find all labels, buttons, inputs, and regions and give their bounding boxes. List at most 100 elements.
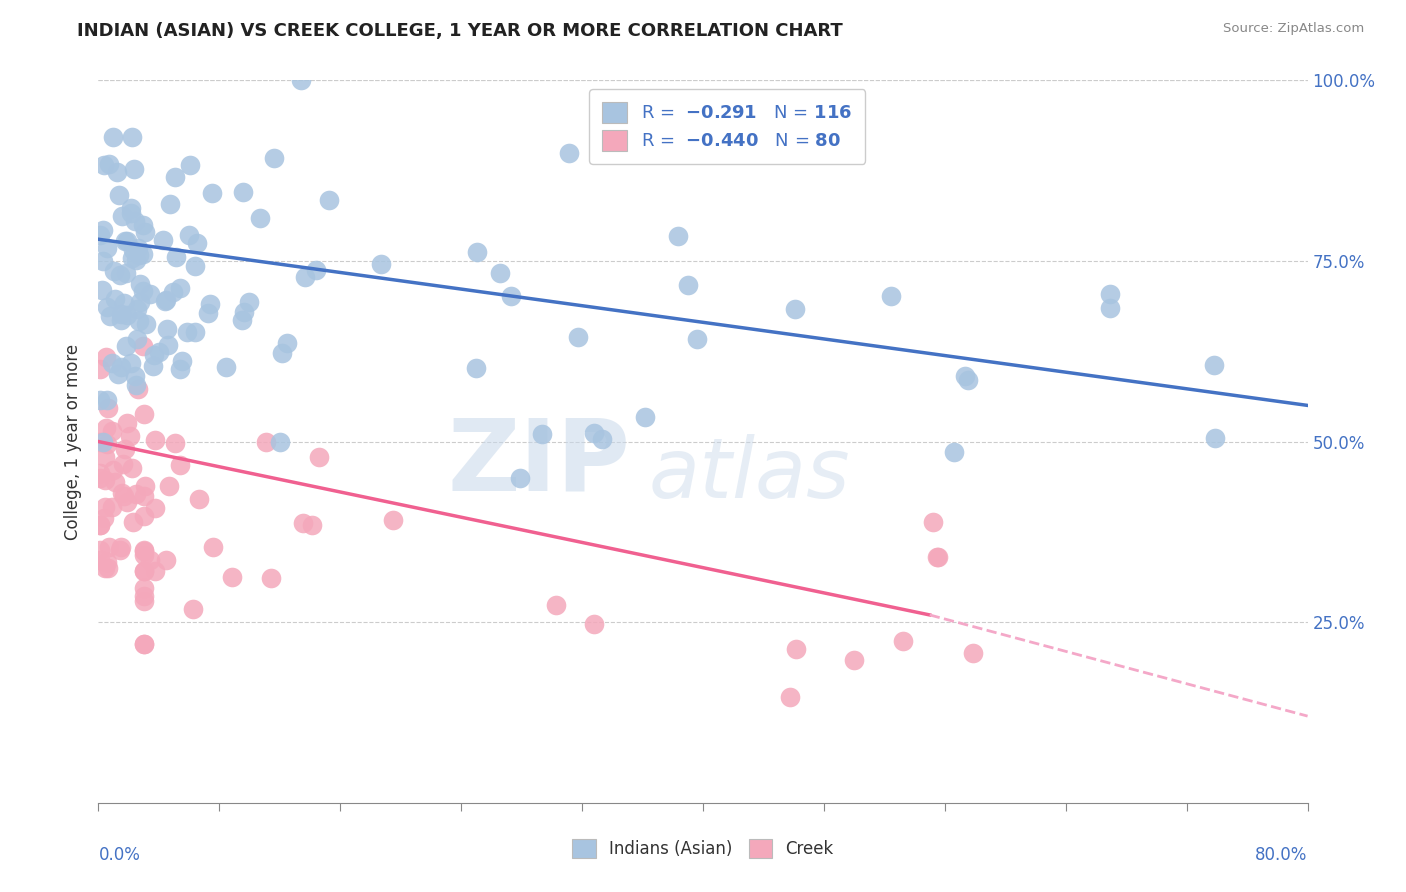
- Point: [122, 243, 145, 257]
- Point: [1098, 301, 1121, 315]
- Point: [159, 196, 181, 211]
- Point: [112, 295, 135, 310]
- Point: [89, 471, 111, 485]
- Point: [1202, 358, 1225, 372]
- Point: [89, 553, 111, 567]
- Point: [169, 362, 191, 376]
- Point: [269, 434, 291, 449]
- Point: [121, 251, 143, 265]
- Point: [128, 248, 150, 262]
- Point: [509, 470, 531, 484]
- Point: [318, 193, 340, 207]
- Point: [177, 228, 200, 243]
- Point: [91, 223, 114, 237]
- Point: [558, 145, 581, 160]
- Point: [176, 325, 198, 339]
- Point: [115, 339, 138, 353]
- Point: [488, 266, 510, 280]
- Point: [94, 500, 117, 514]
- Point: [118, 429, 141, 443]
- Point: [132, 247, 155, 261]
- Point: [198, 297, 221, 311]
- Point: [111, 457, 134, 471]
- Point: [155, 293, 177, 307]
- Point: [263, 151, 285, 165]
- Point: [131, 339, 153, 353]
- Point: [101, 129, 124, 144]
- Point: [783, 302, 806, 317]
- Point: [779, 690, 801, 705]
- Point: [925, 550, 948, 565]
- Point: [110, 359, 132, 374]
- Point: [96, 241, 118, 255]
- Point: [544, 598, 567, 612]
- Text: 0.0%: 0.0%: [98, 847, 141, 864]
- Point: [108, 268, 131, 282]
- Point: [183, 259, 205, 273]
- Point: [962, 647, 984, 661]
- Point: [582, 617, 605, 632]
- Point: [124, 252, 146, 267]
- Point: [591, 432, 613, 446]
- Point: [231, 312, 253, 326]
- Point: [117, 495, 139, 509]
- Point: [633, 409, 655, 424]
- Point: [132, 590, 155, 604]
- Point: [197, 306, 219, 320]
- Point: [115, 266, 138, 280]
- Point: [156, 321, 179, 335]
- Point: [132, 564, 155, 578]
- Point: [125, 377, 148, 392]
- Point: [891, 634, 914, 648]
- Point: [115, 234, 138, 248]
- Point: [666, 229, 689, 244]
- Point: [785, 641, 807, 656]
- Point: [142, 359, 165, 373]
- Point: [125, 332, 148, 346]
- Point: [91, 434, 114, 449]
- Point: [105, 164, 128, 178]
- Point: [676, 278, 699, 293]
- Point: [132, 594, 155, 608]
- Point: [238, 294, 260, 309]
- Point: [132, 564, 155, 578]
- Point: [121, 461, 143, 475]
- Point: [148, 345, 170, 359]
- Point: [685, 332, 707, 346]
- Point: [117, 308, 139, 322]
- Point: [104, 292, 127, 306]
- Point: [124, 213, 146, 227]
- Text: atlas: atlas: [648, 434, 851, 515]
- Point: [96, 437, 118, 451]
- Point: [89, 517, 111, 532]
- Point: [156, 337, 179, 351]
- Point: [292, 516, 315, 530]
- Point: [530, 427, 553, 442]
- Point: [163, 436, 186, 450]
- Point: [132, 548, 155, 562]
- Point: [1204, 431, 1226, 445]
- Point: [128, 314, 150, 328]
- Point: [134, 225, 156, 239]
- Point: [127, 382, 149, 396]
- Point: [260, 571, 283, 585]
- Point: [94, 351, 117, 365]
- Point: [97, 561, 120, 575]
- Point: [567, 330, 589, 344]
- Point: [89, 518, 111, 533]
- Point: [134, 479, 156, 493]
- Point: [125, 486, 148, 500]
- Point: [108, 188, 131, 202]
- Point: [121, 130, 143, 145]
- Point: [132, 284, 155, 298]
- Point: [155, 552, 177, 566]
- Point: [290, 73, 312, 87]
- Point: [132, 543, 155, 558]
- Point: [101, 424, 124, 438]
- Point: [172, 353, 194, 368]
- Point: [254, 434, 277, 449]
- Text: INDIAN (ASIAN) VS CREEK COLLEGE, 1 YEAR OR MORE CORRELATION CHART: INDIAN (ASIAN) VS CREEK COLLEGE, 1 YEAR …: [77, 22, 844, 40]
- Point: [89, 362, 111, 376]
- Point: [186, 235, 208, 250]
- Point: [124, 162, 146, 177]
